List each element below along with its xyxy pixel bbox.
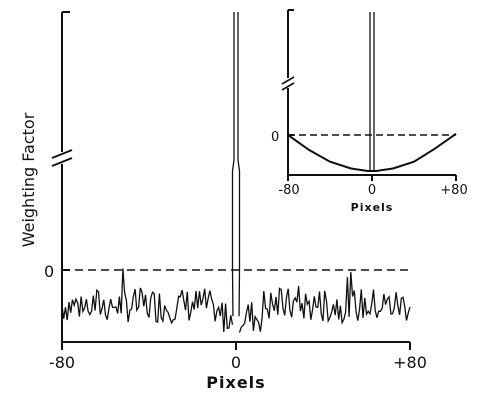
main-plot: 0 -80 0 +80 Pixels Weighting Factor	[19, 11, 427, 392]
inset-axis-break-icon	[281, 76, 295, 91]
main-xtick-min: -80	[49, 353, 75, 372]
main-axis-break-icon	[51, 149, 73, 167]
inset-xtick-zero: 0	[368, 183, 376, 198]
main-y-axis-label: Weighting Factor	[19, 112, 38, 247]
main-xtick-max: +80	[393, 353, 427, 372]
main-series-line	[61, 268, 234, 333]
inset-x-axis-label: Pixels	[351, 201, 394, 214]
inset-series-spike	[369, 12, 375, 171]
inset-ytick-0: 0	[271, 130, 279, 145]
main-series-spike	[231, 12, 241, 317]
main-series-line-right	[238, 272, 411, 333]
inset-series-line	[287, 132, 457, 172]
inset-plot: 0 -80 0 +80 Pixels	[271, 9, 468, 214]
inset-xtick-max: +80	[440, 183, 467, 198]
main-ytick-0: 0	[44, 262, 54, 281]
main-xtick-zero: 0	[231, 353, 241, 372]
main-x-axis-label: Pixels	[206, 373, 265, 392]
inset-xtick-min: -80	[278, 183, 299, 198]
